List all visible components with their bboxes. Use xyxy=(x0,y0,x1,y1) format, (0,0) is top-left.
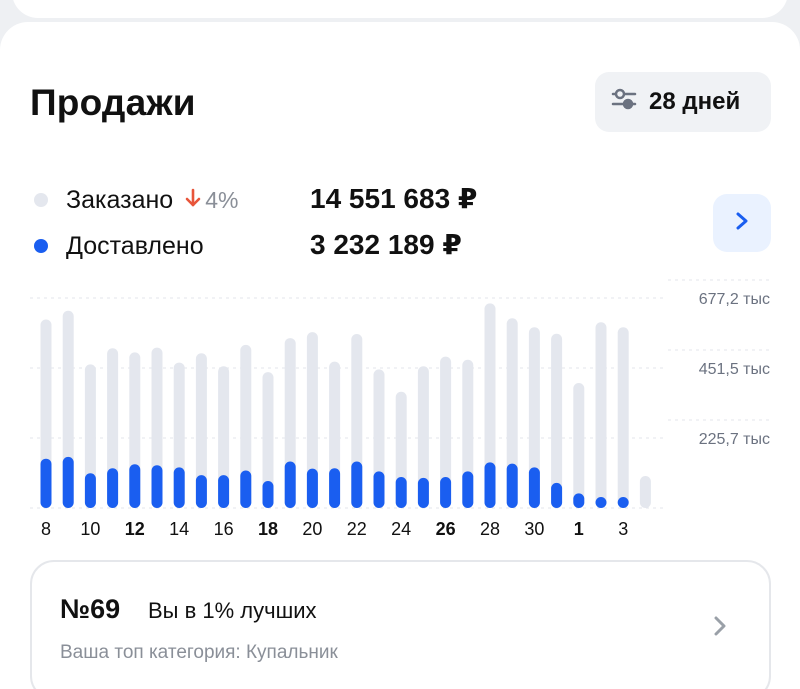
delivered-bar xyxy=(62,456,74,508)
ordered-bar xyxy=(506,318,518,508)
previous-card xyxy=(12,0,788,18)
delivered-bar xyxy=(306,468,318,508)
ordered-label: Заказано xyxy=(66,185,174,214)
page-title: Продажи xyxy=(30,82,196,123)
x-tick-label: 1 xyxy=(574,519,584,539)
x-tick-label: 22 xyxy=(347,519,367,539)
delivered-bar xyxy=(218,475,230,508)
x-tick-label: 26 xyxy=(436,519,456,539)
ordered-bar xyxy=(107,348,119,508)
ordered-bar xyxy=(639,476,651,508)
rank-number: №69 xyxy=(60,594,121,624)
rank-card[interactable]: №69 Вы в 1% лучших Ваша топ категория: К… xyxy=(30,560,771,689)
ordered-bar xyxy=(262,372,274,508)
legend-delivered: Доставлено xyxy=(34,230,204,262)
ordered-bar xyxy=(462,359,474,508)
delivered-bar xyxy=(84,473,96,508)
delivered-bar xyxy=(462,471,474,508)
ordered-bar xyxy=(528,327,540,508)
ordered-bar xyxy=(240,344,252,508)
ordered-dot xyxy=(34,193,48,207)
x-tick-label: 16 xyxy=(214,519,234,539)
x-tick-label: 10 xyxy=(80,519,100,539)
ordered-bar xyxy=(440,356,452,508)
ordered-amount: 14 551 683 ₽ xyxy=(310,183,478,214)
chevron-right-icon xyxy=(712,614,728,643)
ordered-bar xyxy=(617,327,629,508)
ordered-trend-value: 4% xyxy=(205,186,239,213)
delivered-bar xyxy=(351,461,363,508)
y-tick-label: 225,7 тыс xyxy=(699,431,770,448)
chevron-right-icon xyxy=(734,211,750,236)
ordered-bar xyxy=(84,364,96,508)
ordered-bar xyxy=(218,366,230,508)
delivered-bar xyxy=(151,465,163,508)
x-tick-label: 30 xyxy=(524,519,544,539)
legend-ordered: Заказано 4% xyxy=(34,184,238,216)
sales-details-button[interactable] xyxy=(713,194,771,252)
delivered-bar xyxy=(262,481,274,508)
arrow-down-icon xyxy=(185,187,201,214)
sliders-icon xyxy=(611,88,637,117)
ordered-trend: 4% xyxy=(185,187,238,214)
delivered-bar xyxy=(107,468,119,508)
delivered-bar xyxy=(551,482,563,508)
x-tick-label: 20 xyxy=(302,519,322,539)
delivered-bar xyxy=(195,475,207,508)
ordered-bar xyxy=(551,333,563,508)
ordered-bar xyxy=(595,322,607,508)
delivered-bar xyxy=(40,458,52,508)
delivered-bar xyxy=(506,463,518,508)
delivered-bar xyxy=(129,464,141,508)
x-tick-label: 18 xyxy=(258,519,278,539)
x-tick-label: 28 xyxy=(480,519,500,539)
x-tick-label: 24 xyxy=(391,519,411,539)
delivered-bar xyxy=(284,461,296,508)
ordered-bar xyxy=(573,383,585,508)
period-filter-button[interactable]: 28 дней xyxy=(595,72,771,132)
x-tick-label: 3 xyxy=(618,519,628,539)
delivered-label: Доставлено xyxy=(66,231,204,260)
delivered-bar xyxy=(240,470,252,508)
delivered-bar xyxy=(617,497,629,508)
delivered-bar xyxy=(373,471,385,508)
x-tick-label: 14 xyxy=(169,519,189,539)
x-tick-label: 12 xyxy=(125,519,145,539)
delivered-dot xyxy=(34,239,48,253)
delivered-bar xyxy=(528,467,540,508)
rank-subtitle: Ваша топ категория: Купальник xyxy=(60,642,338,663)
delivered-bar xyxy=(173,467,185,508)
ordered-bar xyxy=(306,332,318,508)
delivered-bar xyxy=(573,493,585,508)
period-label: 28 дней xyxy=(649,88,741,115)
delivered-bar xyxy=(417,477,429,508)
y-tick-label: 451,5 тыс xyxy=(699,361,770,378)
delivered-bar xyxy=(484,462,496,508)
delivered-bar xyxy=(329,468,341,508)
ordered-bar xyxy=(484,303,496,508)
x-tick-label: 8 xyxy=(41,519,51,539)
delivered-bar xyxy=(440,476,452,508)
delivered-amount: 3 232 189 ₽ xyxy=(310,229,462,260)
delivered-bar xyxy=(595,497,607,508)
ordered-bar xyxy=(417,366,429,508)
delivered-bar xyxy=(395,476,407,508)
ordered-bar xyxy=(195,353,207,508)
y-tick-label: 677,2 тыс xyxy=(699,291,770,308)
sales-bar-chart: 225,7 тыс 451,5 тыс 677,2 тыс 8 10 12 14 16 18 20… xyxy=(30,279,772,539)
rank-text: Вы в 1% лучших xyxy=(148,598,317,623)
